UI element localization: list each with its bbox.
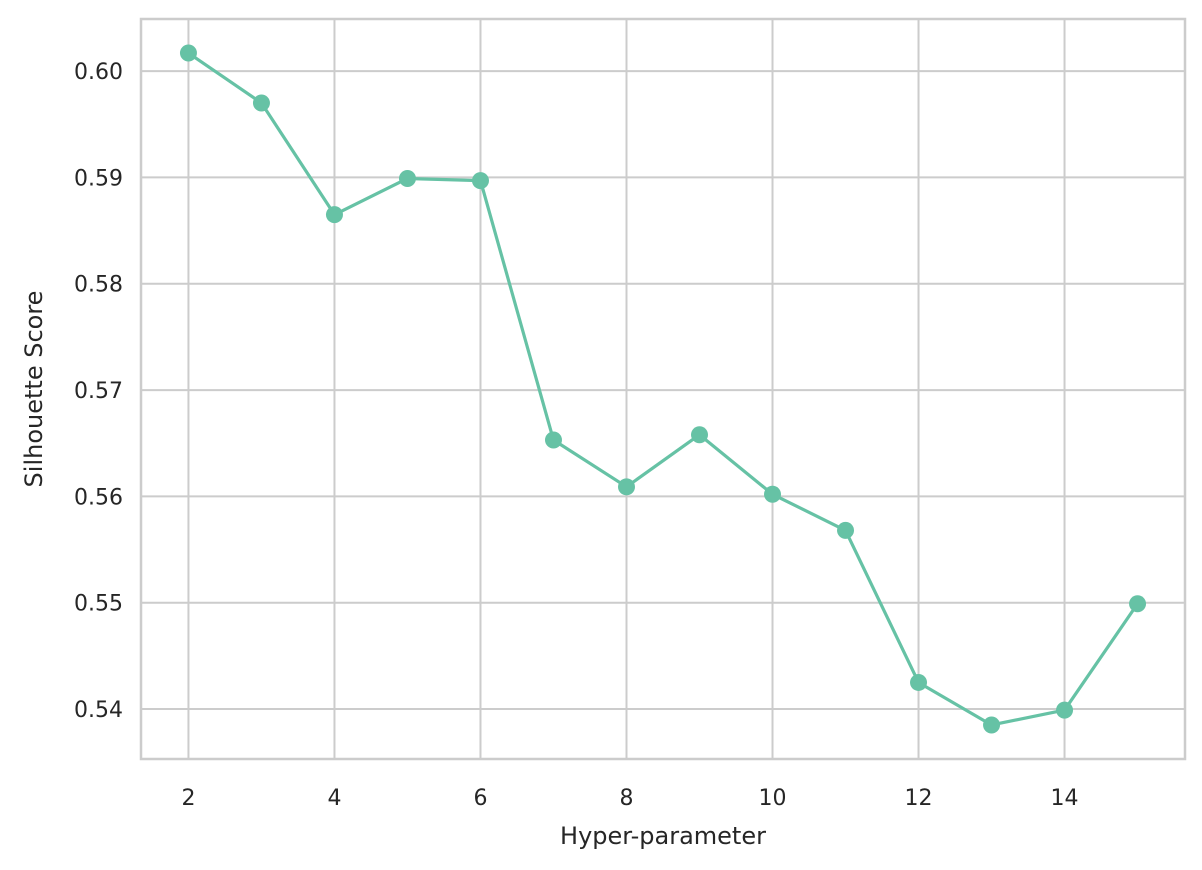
x-axis-ticks: 2 4 6 8 10 12 14 <box>181 786 1078 811</box>
data-point <box>983 716 1001 734</box>
data-point <box>398 169 416 187</box>
y-tick-label: 0.58 <box>74 273 123 298</box>
y-axis-label: Silhouette Score <box>20 291 48 488</box>
x-tick-label: 2 <box>181 786 195 811</box>
y-tick-label: 0.55 <box>74 592 123 617</box>
y-tick-label: 0.59 <box>74 166 123 191</box>
series-line <box>186 51 1140 727</box>
plot-frame <box>139 17 1187 761</box>
y-axis-ticks: 0.54 0.55 0.56 0.57 0.58 0.59 0.60 <box>74 60 123 723</box>
data-point <box>691 426 709 444</box>
x-axis-label: Hyper-parameter <box>560 822 766 850</box>
x-tick-label: 8 <box>619 786 633 811</box>
data-point <box>179 44 197 62</box>
y-tick-label: 0.57 <box>74 379 123 404</box>
y-tick-label: 0.56 <box>74 485 123 510</box>
x-tick-label: 6 <box>473 786 487 811</box>
data-point <box>1056 701 1074 719</box>
grid-lines <box>141 19 1185 759</box>
x-tick-label: 12 <box>905 786 933 811</box>
data-point <box>544 431 562 449</box>
data-point <box>764 485 782 503</box>
data-point <box>325 206 343 224</box>
series-layer <box>179 44 1147 734</box>
x-tick-label: 14 <box>1051 786 1079 811</box>
x-tick-label: 4 <box>327 786 341 811</box>
y-tick-label: 0.60 <box>74 60 123 85</box>
data-point <box>910 673 928 691</box>
data-point <box>252 94 270 112</box>
data-point <box>617 478 635 496</box>
data-point <box>471 172 489 190</box>
x-tick-label: 10 <box>759 786 787 811</box>
data-point <box>837 521 855 539</box>
data-point <box>1129 595 1147 613</box>
y-tick-label: 0.54 <box>74 698 123 723</box>
